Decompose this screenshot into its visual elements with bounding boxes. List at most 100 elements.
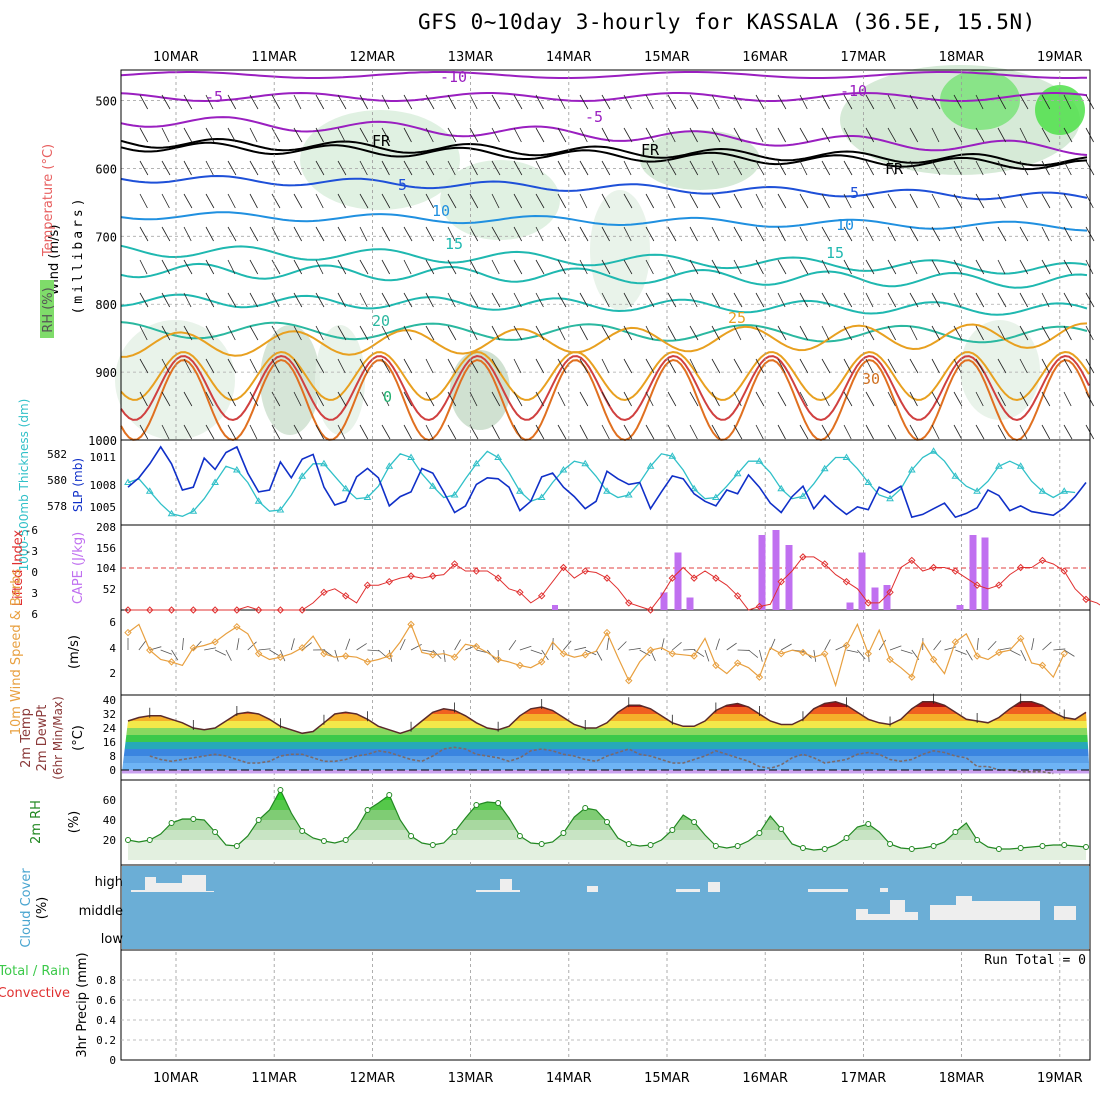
wind-barb [425,127,434,143]
bottom-date-label: 19MAR [1037,1071,1083,1086]
wind-barb [931,160,941,176]
wind-barb-10m [280,649,286,662]
dewpoint-line [149,746,1054,775]
wind-barb-10m [345,638,351,651]
wind-barb [161,391,171,407]
wind-barb [689,193,699,209]
wind-barb [249,292,258,308]
wind-speed-marker [494,655,502,664]
wind-barb [755,127,764,143]
wind-barb-10m [693,649,705,658]
wind-barb [755,193,764,209]
wind-speed-marker [559,649,568,658]
wind-barb [667,325,677,341]
lifted-index-marker [450,560,459,568]
wind-barb [1063,127,1073,143]
wind-barb [227,160,237,176]
wind-barb [381,226,391,242]
rh-marker [821,846,828,852]
wind-barb [557,325,566,341]
bottom-date-label: 13MAR [448,1071,494,1086]
wind-barb [865,424,874,440]
temperature-contour-6 [120,211,1088,232]
wind-barb [931,226,941,242]
temperature-contour-9 [120,293,1088,316]
wind-barb [777,259,787,275]
thickness-marker [886,494,894,502]
wind-barb [843,259,852,275]
thickness-marker [254,497,263,504]
wind-barb [843,424,852,440]
wind-speed-marker [254,649,263,658]
wind-barb [535,325,545,341]
wind-barb [1085,259,1094,275]
wind-barb [337,391,347,407]
temp-tick-label: 8 [109,750,116,763]
wind-barb [865,226,874,242]
wind-barb [447,391,457,407]
wind-barb [755,424,764,440]
wind-barb [799,127,809,143]
wind-barb [887,226,896,242]
temp-ylabel-temp: 2m Temp [19,708,34,768]
wind-barb [293,292,303,308]
temperature-contour-5 [120,174,1088,201]
wind-barb [1019,325,1029,341]
wind-barb [975,325,984,341]
slp-ylabel: SLP (mb) [71,458,85,512]
wind-barb [777,193,787,209]
rh-marker [974,837,981,843]
wind-barb [953,94,963,110]
wind-barb [843,127,852,143]
rh-color-band [128,810,1086,820]
contour-label-11: 10 [836,216,854,234]
thickness-marker [755,457,764,464]
wind-barb [381,325,390,341]
wind-barb [865,358,874,374]
wind-barb [909,424,919,440]
wind-barb [711,391,720,407]
wind-barb-10m [617,641,627,651]
wind-barb [1041,259,1051,275]
wind-barb-10m [944,646,957,651]
wind-barb [425,193,434,209]
wind-barb [447,292,456,308]
wind-barb [557,226,567,242]
wind-speed-marker [1016,634,1025,643]
cloud-high-segment [145,877,156,892]
wind-barb-10m [683,648,696,651]
wind-barb [1019,226,1029,242]
contour-label-5: FR [641,141,660,159]
rh-marker [408,833,415,839]
wind-barb [469,127,479,143]
wind-barb-10m [204,647,217,651]
wind-barb [579,391,589,407]
rh-shade-2 [640,130,760,190]
wind-barb [359,358,368,374]
wind-barb [755,259,764,275]
wind-barb [535,127,545,143]
thickness-marker [1060,487,1069,494]
wind-barb [865,94,875,110]
wind-barb [447,94,456,110]
wind-barb [975,94,984,110]
wind-barb [821,160,831,176]
rh-shade-8 [450,350,510,430]
upper-ylabel-temperature: Temperature (°C) [41,144,56,257]
wind-barb [733,325,742,341]
lifted-index-marker [777,577,785,586]
wind-barb [1019,292,1029,308]
wind-speed-marker [668,649,677,658]
wind-barb [513,292,522,308]
cape-bar [758,535,766,610]
wind-barb [843,292,853,308]
wind-barb [733,259,742,275]
thickness-marker [973,487,982,494]
wind-barb [249,391,259,407]
wind-barb [491,325,500,341]
panel-frame-slp [120,439,1091,526]
wind-barb [887,127,897,143]
cloud-high-segment [131,890,145,892]
wind-barb [359,226,368,242]
rh-shade-0 [300,110,460,210]
